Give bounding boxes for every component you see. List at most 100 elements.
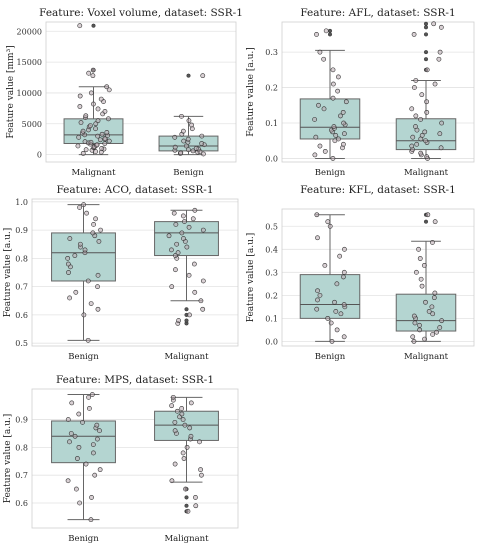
box-malignant [395, 21, 457, 161]
data-point [179, 113, 184, 119]
y-tick-label: 1.0 [15, 198, 28, 207]
data-point [193, 503, 199, 509]
plot-frame [281, 21, 475, 163]
data-point [317, 292, 323, 298]
data-point [82, 139, 88, 145]
y-axis-label: Feature value [a.u.] [3, 414, 13, 504]
data-point [425, 212, 431, 218]
data-point [330, 156, 336, 161]
plot-frame [45, 21, 237, 163]
data-point [191, 261, 197, 267]
data-point [95, 118, 101, 124]
data-point [77, 500, 83, 506]
y-tick-label: 0.2 [265, 84, 278, 93]
data-point [86, 394, 92, 400]
data-point [65, 417, 71, 422]
data-point [80, 419, 85, 425]
data-point [88, 123, 93, 129]
plot-frame [281, 208, 475, 347]
data-point [99, 146, 105, 151]
data-point [424, 67, 430, 73]
x-tick-label: Benign [68, 534, 99, 544]
y-tick-label: 10000 [17, 89, 42, 98]
data-point [316, 102, 321, 108]
data-point [186, 224, 192, 230]
data-point [89, 495, 94, 500]
data-point [67, 295, 72, 301]
data-point [169, 403, 175, 409]
data-point [426, 309, 432, 314]
data-point [336, 74, 341, 80]
data-point [409, 143, 415, 149]
iqr-box [299, 98, 361, 140]
data-point [77, 104, 83, 109]
data-point [439, 318, 445, 324]
data-point [180, 128, 186, 134]
chart-panel-1: 0 5000 10000 15000 20000 Feature: Voxel volum… [6, 7, 243, 178]
data-point [422, 129, 428, 135]
data-point [92, 472, 98, 478]
data-point [81, 202, 87, 208]
data-point [181, 456, 187, 461]
data-point [413, 78, 419, 83]
data-point [95, 284, 100, 290]
data-point [97, 428, 102, 434]
data-point [340, 109, 346, 115]
data-point [81, 312, 87, 318]
data-point [99, 131, 105, 137]
data-point [419, 133, 425, 138]
data-point [106, 87, 112, 93]
y-axis-label: Feature value [a.u.] [3, 228, 13, 318]
data-point [76, 411, 82, 417]
data-point [330, 81, 336, 87]
data-point [181, 236, 186, 241]
data-point [421, 263, 427, 268]
data-point [184, 244, 190, 250]
data-point [182, 219, 187, 225]
data-point [67, 236, 73, 241]
data-point [411, 32, 417, 37]
data-point [91, 450, 96, 456]
data-point [178, 150, 184, 156]
data-point [430, 311, 436, 317]
x-tick-label: Malignant [404, 352, 449, 362]
data-point [91, 222, 96, 227]
data-point [86, 70, 92, 76]
chart-title: Feature: MPS, dataset: SSR-1 [56, 374, 214, 386]
data-point [88, 139, 94, 145]
data-point [341, 302, 347, 307]
outlier-marker [184, 318, 189, 323]
outlier-marker [423, 219, 429, 224]
box-benign [51, 202, 116, 343]
data-point [424, 99, 430, 105]
data-point [174, 241, 180, 247]
data-point [327, 223, 333, 229]
data-point [431, 21, 437, 27]
data-point [106, 116, 111, 122]
data-point [199, 141, 205, 146]
data-point [98, 96, 104, 102]
data-point [65, 255, 71, 261]
data-point [102, 109, 108, 114]
data-point [331, 124, 337, 129]
data-point [338, 311, 344, 317]
data-point [342, 131, 347, 137]
data-point [201, 151, 206, 157]
data-point [80, 128, 86, 134]
y-tick-label: 0.5 [265, 222, 278, 231]
y-tick-label: 5000 [22, 120, 42, 129]
data-point [314, 32, 319, 37]
data-point [437, 49, 443, 55]
data-point [410, 334, 416, 340]
data-point [172, 144, 178, 150]
y-tick-label: 15000 [17, 58, 42, 67]
data-point [430, 332, 436, 337]
y-tick-label: 0.3 [265, 268, 278, 277]
data-point [334, 281, 340, 287]
y-tick-label: 0.1 [265, 119, 278, 128]
data-point [186, 147, 191, 153]
data-point [439, 120, 445, 126]
x-tick-label: Malignant [404, 168, 449, 178]
box-benign [158, 73, 219, 157]
